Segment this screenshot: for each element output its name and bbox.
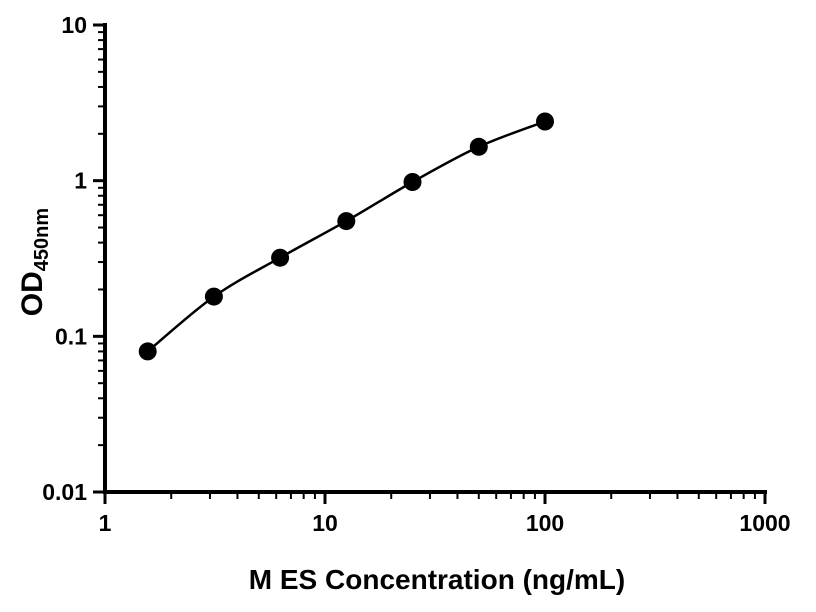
fit-curve	[146, 120, 546, 353]
data-point	[271, 248, 290, 267]
data-point	[337, 212, 356, 231]
data-point	[469, 137, 488, 156]
data-point	[138, 342, 157, 361]
y-axis-tick-label: 0.1	[55, 323, 87, 349]
data-point	[204, 287, 223, 306]
x-axis-title: M ES Concentration (ng/mL)	[249, 564, 625, 595]
y-axis-title-main: OD	[16, 271, 49, 316]
x-axis-tick-label: 100	[526, 510, 564, 536]
x-axis-tick-label: 1	[99, 510, 112, 536]
x-axis-tick-label: 10	[312, 510, 338, 536]
y-axis-title: OD450nm	[16, 208, 53, 316]
data-point	[536, 112, 554, 131]
y-axis-title-subscript: 450nm	[31, 208, 53, 271]
x-axis-tick-label: 1000	[739, 510, 790, 536]
data-point	[403, 173, 422, 191]
plot-area: 1 10 100 1000 0.01 0.1 1 10	[42, 12, 790, 536]
y-axis-tick-label: 10	[61, 12, 87, 38]
y-axis-tick-label: 1	[74, 168, 87, 194]
y-axis-tick-label: 0.01	[42, 479, 87, 505]
axes-spine	[103, 23, 767, 494]
